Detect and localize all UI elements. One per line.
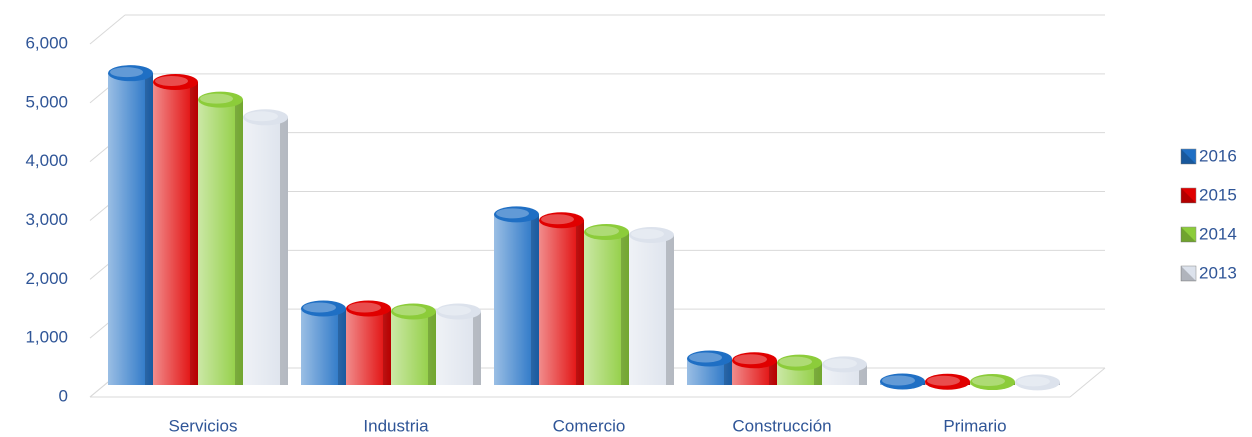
legend-swatch [1180,148,1197,165]
bar-cap-shine [972,376,1005,387]
bar-cap-shine [779,356,812,367]
bar-edge [473,311,481,385]
bar-cap [346,300,391,317]
bar-cap [822,356,867,373]
bar-edge [280,117,288,385]
legend-label: 2016 [1199,146,1237,165]
y-tick-label: 5,000 [25,92,68,111]
bar-edge [428,311,436,385]
legend-label: 2013 [1199,263,1237,282]
bar-cap [732,352,777,369]
bar-edge [235,99,243,386]
bar-cap [687,350,732,367]
bar-cap [880,373,925,390]
bar-cap-shine [631,228,664,239]
bar-edge [724,358,732,385]
bar-cap-shine [200,93,233,104]
x-tick-label: Servicios [169,416,238,435]
x-tick-label: Industria [363,416,429,435]
legend-label: 2014 [1199,224,1237,243]
legend-swatch [1180,187,1197,204]
y-tick-label: 0 [59,386,68,405]
bar-cap-shine [348,302,381,313]
x-tick-label: Construcción [732,416,831,435]
bar-cap [494,206,539,223]
bar-edge [576,220,584,385]
y-tick-label: 1,000 [25,328,68,347]
bar-cap-shine [155,76,188,87]
bar-shade [108,73,153,385]
legend-swatch-shine [1181,149,1196,164]
y-tick-label: 4,000 [25,151,68,170]
bar-cap-shine [734,354,767,365]
bar-cap [301,300,346,317]
bar-shade [436,311,481,385]
bar-edge [769,360,777,385]
bar-cap-shine [438,305,471,316]
bar-edge [531,214,539,385]
legend-swatch [1180,226,1197,243]
bar-cap-shine [882,375,915,386]
bar-cap [539,212,584,229]
bar-cap [391,303,436,320]
bar-cap-shine [824,358,857,369]
bar-edge [859,364,867,385]
bar-edge [190,82,198,385]
bar-shade [494,214,539,385]
bar-cap-shine [1017,376,1050,387]
bar-cap-shine [541,214,574,225]
y-tick-label: 3,000 [25,210,68,229]
bar-cap [198,91,243,108]
bar-cap-shine [927,375,960,386]
bar-cap-shine [586,226,619,237]
bar-shade [539,220,584,385]
bar-cap [243,109,288,126]
legend-label: 2015 [1199,185,1237,204]
bar-edge [814,362,822,385]
bar-edge [383,308,391,385]
x-tick-label: Primario [943,416,1006,435]
bar-edge [145,73,153,385]
bar-cap-shine [496,208,529,219]
bar-shade [243,117,288,385]
legend-swatch-shine [1181,188,1196,203]
bar-cap [925,373,970,390]
bar-cap [1015,374,1060,391]
grid-line [89,14,126,45]
bar-shade [153,82,198,385]
bar-edge [621,232,629,385]
legend-swatch-shine [1181,227,1196,242]
bar-edge [666,234,674,385]
bar-cap-shine [245,111,278,122]
bar-cap [108,65,153,82]
y-tick-label: 2,000 [25,269,68,288]
bar-cap [970,374,1015,391]
legend-swatch-shine [1181,266,1196,281]
bar-shade [346,308,391,385]
floor-line [1069,367,1106,398]
bar-shade [198,99,243,386]
bar-shade [629,234,674,385]
x-tick-label: Comercio [553,416,626,435]
bar-cap [777,354,822,371]
bar-shade [584,232,629,385]
bar-cap-shine [110,67,143,78]
bar-cap [153,74,198,91]
bar-cap [629,226,674,243]
bar-cap-shine [689,352,722,363]
bar-shade [391,311,436,385]
y-tick-label: 6,000 [25,33,68,52]
bar-cap [584,224,629,241]
bar-shade [301,308,346,385]
bar-cap-shine [303,302,336,313]
legend-swatch [1180,265,1197,282]
bar-cap [436,303,481,320]
bar-cap-shine [393,305,426,316]
bar-edge [338,308,346,385]
